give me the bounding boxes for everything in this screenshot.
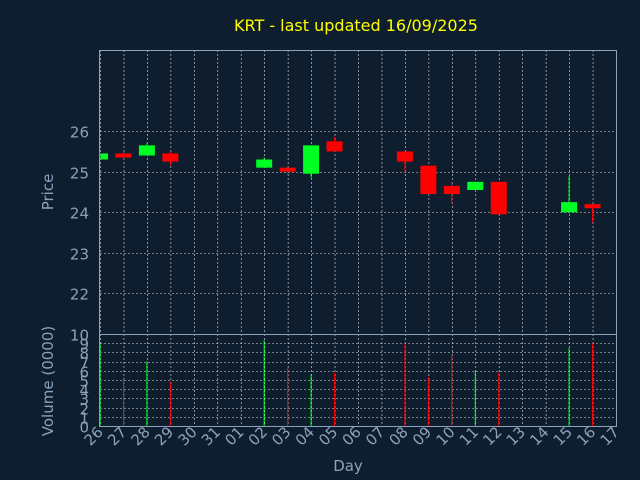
candle-body — [326, 141, 343, 152]
x-tick-label: 05 — [315, 423, 341, 449]
x-tick-label: 07 — [362, 423, 388, 449]
volume-y-tick-label: 4 — [79, 382, 89, 400]
x-tick-label: 01 — [221, 423, 247, 449]
volume-y-tick-label: 3 — [79, 391, 89, 409]
volume-y-tick-label: 0 — [79, 419, 89, 437]
x-ticks: 2627282930310102030405060708091011121314… — [81, 423, 623, 449]
price-y-tick-label: 23 — [70, 246, 89, 264]
x-tick-label: 30 — [174, 423, 200, 449]
x-tick-label: 16 — [573, 423, 599, 449]
volume-y-tick-label: 5 — [79, 373, 89, 391]
x-axis-label: Day — [333, 457, 363, 475]
candle-body — [490, 181, 507, 215]
x-tick-label: 12 — [479, 423, 505, 449]
x-tick-label: 02 — [245, 423, 271, 449]
candle-body — [420, 165, 437, 195]
price-panel-grid — [100, 50, 617, 334]
x-tick-label: 08 — [386, 423, 412, 449]
x-tick-label: 10 — [432, 423, 458, 449]
candle-body — [584, 204, 601, 209]
candle-body — [279, 167, 296, 172]
chart-title: KRT - last updated 16/09/2025 — [234, 16, 478, 35]
candle-body — [561, 202, 578, 213]
candle-body — [162, 153, 179, 162]
candle-body — [467, 181, 484, 190]
volume-bars — [99, 340, 594, 426]
price-y-tick-label: 26 — [70, 124, 89, 142]
x-tick-label: 11 — [456, 423, 482, 449]
candle-body — [396, 151, 413, 162]
volume-y-tick-label: 8 — [79, 345, 89, 363]
candle-body — [115, 153, 132, 158]
x-tick-label: 17 — [597, 423, 623, 449]
x-tick-label: 04 — [292, 423, 318, 449]
x-tick-label: 15 — [550, 423, 576, 449]
x-tick-label: 09 — [409, 423, 435, 449]
volume-y-tick-label: 6 — [79, 364, 89, 382]
candle-body — [256, 159, 273, 168]
x-tick-label: 29 — [151, 423, 177, 449]
candle-body — [138, 145, 155, 156]
x-tick-label: 06 — [339, 423, 365, 449]
volume-axis-label: Volume (0000) — [39, 326, 57, 436]
candle-body — [443, 185, 460, 195]
x-tick-label: 27 — [104, 423, 130, 449]
price-y-ticks: 22 23 24 25 26 — [70, 124, 89, 304]
price-y-tick-label: 25 — [70, 165, 89, 183]
x-tick-label: 03 — [268, 423, 294, 449]
volume-y-tick-label: 10 — [70, 327, 89, 345]
volume-panel-grid — [100, 334, 617, 427]
candles — [99, 137, 601, 223]
x-tick-label: 14 — [526, 423, 552, 449]
x-tick-label: 13 — [503, 423, 529, 449]
volume-y-tick-label: 7 — [79, 355, 89, 373]
price-panel-frame — [99, 50, 617, 335]
volume-y-tick-label: 2 — [79, 401, 89, 419]
price-axis-label: Price — [39, 174, 57, 211]
x-tick-label: 31 — [198, 423, 224, 449]
volume-y-tick-label: 1 — [79, 410, 89, 428]
candle-body — [101, 153, 108, 160]
volume-y-tick-label: 9 — [79, 336, 89, 354]
candle-body — [303, 145, 320, 174]
price-y-tick-label: 24 — [70, 205, 89, 223]
price-y-tick-label: 22 — [70, 286, 89, 304]
x-tick-label: 28 — [128, 423, 154, 449]
